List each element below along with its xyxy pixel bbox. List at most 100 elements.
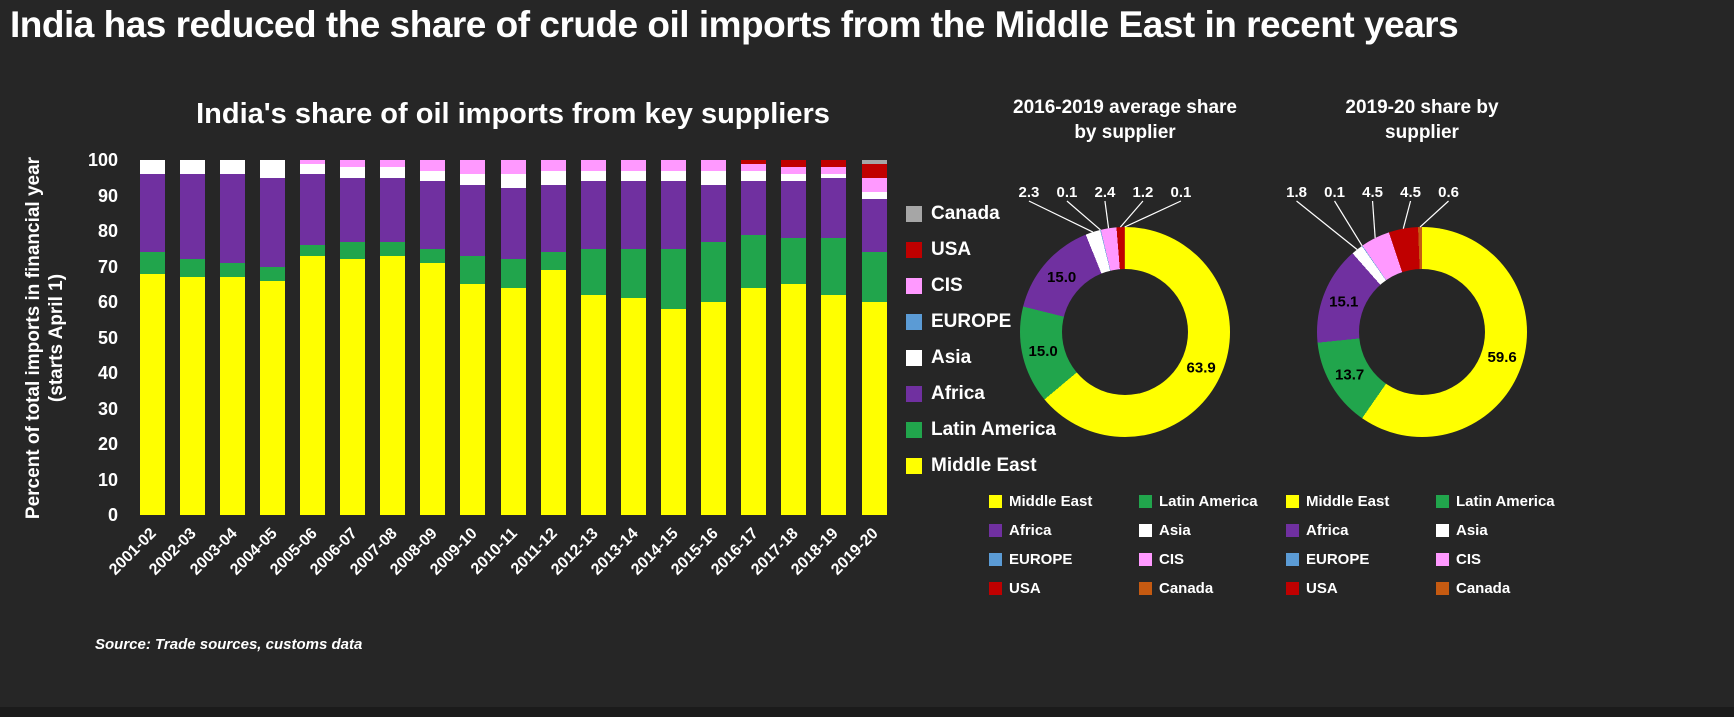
segment-cis <box>701 160 727 171</box>
segment-asia <box>420 170 446 182</box>
donut-legend-item-usa: USA <box>1286 580 1436 597</box>
donut-legend-label: Asia <box>1159 522 1191 539</box>
segment-cis <box>380 160 406 168</box>
slice-label-middle-east: 63.9 <box>1187 360 1216 377</box>
donut-legend-swatch <box>989 582 1002 595</box>
stacked-bar <box>540 160 566 515</box>
segment-africa <box>620 181 646 249</box>
donut-legend-item-canada: Canada <box>1436 580 1572 597</box>
segment-cis <box>781 167 807 175</box>
legend-label: Canada <box>931 203 1000 224</box>
segment-latin-america <box>701 241 727 302</box>
segment-latin-america <box>179 259 205 278</box>
segment-latin-america <box>219 262 245 278</box>
segment-latin-america <box>460 255 486 285</box>
bar-column-2018-19 <box>814 160 854 515</box>
segment-cis <box>299 160 325 164</box>
segment-middle-east <box>380 255 406 515</box>
donut1-hole <box>1062 269 1188 395</box>
stacked-bar <box>460 160 486 515</box>
bar-column-2005-06 <box>292 160 332 515</box>
donut-chart-2019-20: 2019-20 share by supplier 59.6 13.7 15.1 1.… <box>1272 95 1572 715</box>
donut-legend-label: Africa <box>1306 522 1349 539</box>
donut-legend-label: Latin America <box>1456 493 1555 510</box>
stacked-bar <box>420 160 446 515</box>
segment-middle-east <box>540 270 566 515</box>
slice-label-europe: 0.1 <box>1057 184 1078 201</box>
bar-column-2017-18 <box>774 160 814 515</box>
segment-asia <box>540 170 566 185</box>
bottom-strip <box>0 707 1734 717</box>
legend-label: EUROPE <box>931 311 1012 332</box>
legend-label: Africa <box>931 383 985 404</box>
donut-legend-label: USA <box>1306 580 1338 597</box>
donut2-plot: 59.6 13.7 15.1 1.8 0.1 4.5 4.5 0.6 <box>1272 167 1572 467</box>
segment-cis <box>741 163 767 171</box>
donut-legend-item-middle-east: Middle East <box>989 493 1139 510</box>
legend-item-usa: USA <box>906 232 1056 268</box>
stacked-bar <box>299 160 325 515</box>
slice-label-cis: 2.4 <box>1095 184 1117 201</box>
slice-label-latin-america: 13.7 <box>1335 367 1364 384</box>
donut-legend-swatch <box>1436 495 1449 508</box>
segment-africa <box>139 174 165 253</box>
bar-column-2002-03 <box>172 160 212 515</box>
segment-asia <box>580 170 606 182</box>
segment-cis <box>861 177 887 192</box>
leader-line <box>1066 200 1101 231</box>
segment-africa <box>741 181 767 235</box>
legend-swatch <box>906 242 922 258</box>
donut-legend-label: CIS <box>1456 551 1482 568</box>
segment-africa <box>259 177 285 267</box>
donut-legend-swatch <box>1436 524 1449 537</box>
legend-label: Latin America <box>931 419 1056 440</box>
legend-swatch <box>906 386 922 402</box>
leader-line <box>1334 200 1363 247</box>
donut-legend-swatch <box>1436 582 1449 595</box>
donut-legend-label: Canada <box>1456 580 1511 597</box>
segment-usa <box>821 160 847 168</box>
donut-legend-swatch <box>1286 582 1299 595</box>
segment-middle-east <box>861 302 887 515</box>
bar-column-2004-05 <box>252 160 292 515</box>
donut-legend-swatch <box>1139 495 1152 508</box>
legend-item-latin-america: Latin America <box>906 412 1056 448</box>
segment-africa <box>781 181 807 239</box>
source-note: Source: Trade sources, customs data <box>95 636 363 653</box>
donut-legend-swatch <box>989 495 1002 508</box>
legend-swatch <box>906 206 922 222</box>
donut-legend-swatch <box>1139 553 1152 566</box>
donut1-plot: 63.9 15.0 15.0 2.3 0.1 2.4 1.2 0.1 <box>975 167 1275 467</box>
y-axis-label-line1: Percent of total imports in financial ye… <box>23 156 44 520</box>
donut-legend-item-canada: Canada <box>1139 580 1275 597</box>
y-axis-ticks: 0 10 20 30 40 50 60 70 80 90 100 <box>70 150 118 525</box>
segment-middle-east <box>420 262 446 515</box>
leader-line <box>1104 200 1110 229</box>
y-tick-label: 100 <box>87 150 118 170</box>
y-tick-label: 20 <box>97 434 118 454</box>
segment-africa <box>861 199 887 253</box>
segment-usa <box>861 163 887 178</box>
donut-legend-swatch <box>1436 553 1449 566</box>
segment-latin-america <box>299 245 325 256</box>
leader-line <box>1296 200 1358 250</box>
segment-latin-america <box>821 238 847 295</box>
segment-cis <box>660 160 686 171</box>
segment-latin-america <box>620 248 646 299</box>
stacked-bar <box>340 160 366 515</box>
legend-swatch <box>906 350 922 366</box>
segment-africa <box>219 174 245 263</box>
segment-asia <box>460 174 486 185</box>
donut-legend-item-asia: Asia <box>1436 522 1572 539</box>
bar-column-2003-04 <box>212 160 252 515</box>
segment-asia <box>259 160 285 178</box>
stacked-bar <box>821 160 847 515</box>
donut-legend-item-latin-america: Latin America <box>1139 493 1275 510</box>
segment-asia <box>781 174 807 182</box>
stacked-bar <box>179 160 205 515</box>
donut2-hole <box>1359 269 1485 395</box>
segment-asia <box>701 170 727 185</box>
slice-label-usa: 1.2 <box>1133 184 1154 201</box>
donut-legend-swatch <box>989 553 1002 566</box>
segment-cis <box>500 160 526 175</box>
